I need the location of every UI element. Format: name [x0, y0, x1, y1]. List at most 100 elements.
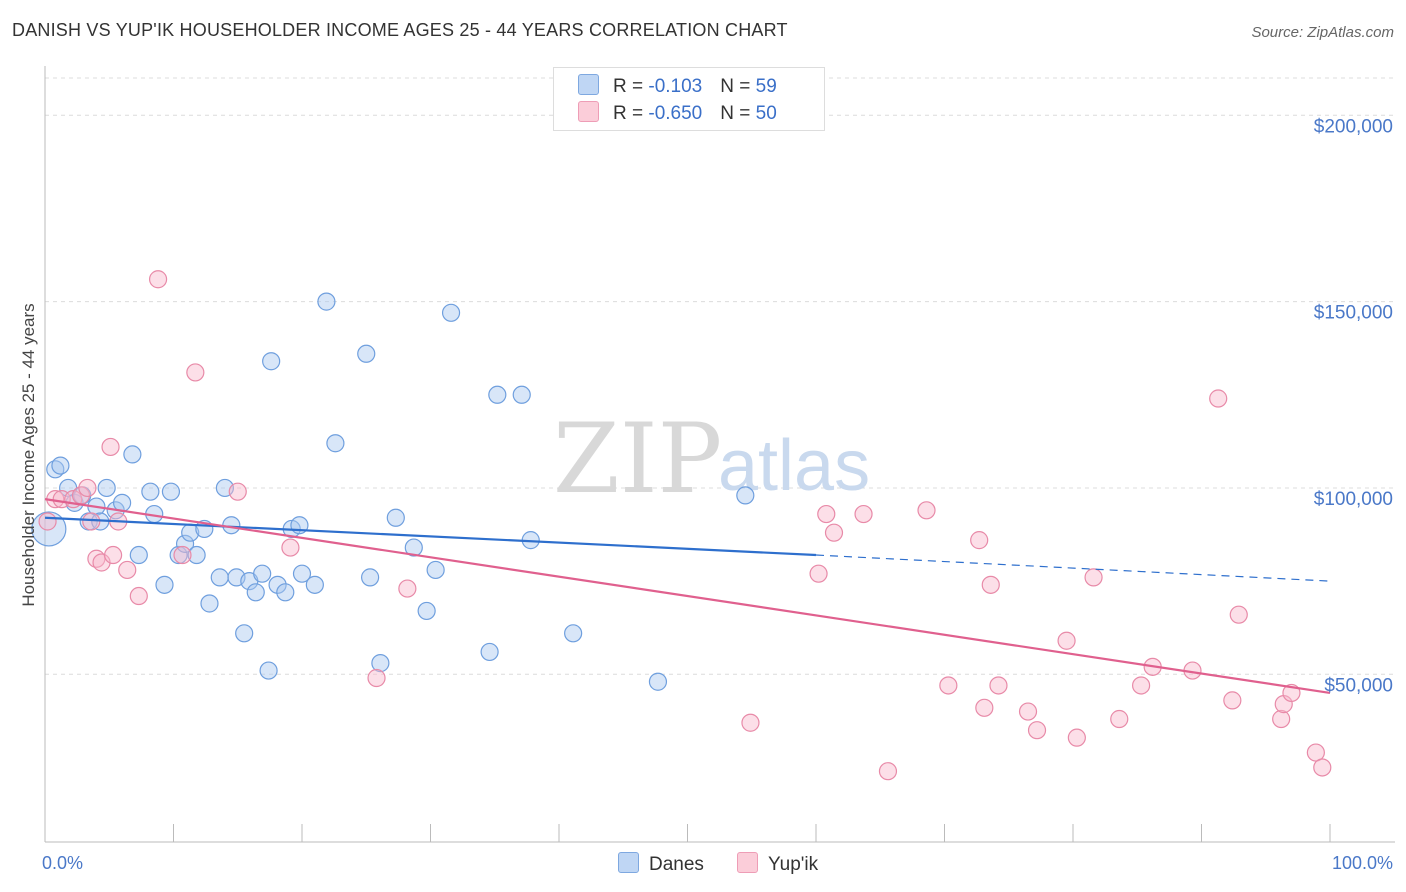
y-axis-title: Householder Income Ages 25 - 44 years [19, 303, 38, 606]
legend-swatch-yupik [578, 101, 599, 122]
data-point [104, 545, 123, 565]
data-point [361, 568, 380, 587]
data-point [426, 560, 445, 580]
data-point [129, 586, 148, 606]
axis-labels: $50,000 $100,000 $150,000 $200,000 0.0% 100.0… [19, 116, 1393, 873]
data-point [78, 478, 97, 498]
data-point [970, 531, 989, 550]
data-point [141, 482, 160, 501]
x-tick-label: 100.0% [1332, 853, 1393, 873]
x-tick-label: 0.0% [42, 853, 83, 873]
legend-r-value: -0.103 [648, 76, 703, 97]
data-point [31, 511, 67, 547]
data-point [148, 270, 168, 289]
data-point [1084, 568, 1103, 587]
legend-n-label: N = [720, 76, 756, 97]
legend-row-yupik: R = -0.650 N = 50 [578, 101, 777, 127]
watermark-atlas: atlas [718, 426, 870, 506]
trend-line [44, 516, 817, 557]
bottom-legend-yupik: Yup'ik [737, 852, 818, 876]
chart-title: DANISH VS YUP'IK HOUSEHOLDER INCOME AGES… [12, 20, 788, 40]
data-point [268, 575, 287, 594]
data-point [878, 762, 898, 781]
axes [44, 66, 1395, 843]
data-point [155, 575, 174, 594]
data-point [262, 352, 281, 371]
data-point [97, 478, 116, 498]
legend-n-value: 59 [755, 76, 777, 97]
data-point [809, 564, 828, 583]
data-point [488, 385, 507, 404]
data-point [200, 594, 219, 613]
data-point [741, 713, 760, 732]
data-point [82, 512, 101, 531]
data-point [276, 583, 295, 602]
data-point [1313, 758, 1332, 777]
data-point [246, 583, 265, 602]
data-point [981, 575, 1000, 594]
data-point [371, 654, 390, 673]
data-point [441, 303, 461, 322]
data-point [51, 456, 70, 475]
data-point [175, 534, 195, 553]
data-point [386, 508, 405, 527]
source-label: Source: ZipAtlas.com [1251, 24, 1394, 41]
data-point [1209, 389, 1228, 408]
data-point [169, 545, 188, 565]
data-point [404, 538, 423, 557]
trend-line [44, 498, 1331, 695]
data-point [736, 486, 755, 505]
trend-line-extension [815, 554, 1331, 582]
data-point [101, 437, 120, 457]
data-point [187, 545, 206, 565]
watermark-zip: ZIP [553, 403, 722, 515]
data-point [367, 668, 386, 688]
data-point [173, 545, 192, 565]
data-point [1018, 702, 1038, 721]
data-point [817, 504, 836, 524]
data-point [317, 292, 336, 311]
data-point [222, 516, 241, 535]
data-point [417, 601, 436, 621]
data-point [357, 344, 376, 363]
legend: R = -0.103 N = 59 R = -0.650 N = 50 [553, 67, 825, 131]
bottom-legend-swatch-yupik [737, 852, 758, 873]
data-point [1229, 605, 1248, 624]
data-point [1067, 728, 1086, 747]
data-point [854, 504, 873, 524]
data-point [292, 564, 312, 583]
legend-r-label: R = [613, 76, 649, 97]
data-point [1057, 631, 1076, 650]
data-point [38, 512, 57, 531]
data-point [1027, 721, 1047, 740]
bottom-legend-label: Yup'ik [768, 854, 819, 875]
data-point [259, 661, 278, 680]
data-point [480, 642, 499, 662]
legend-n-value: 50 [755, 103, 777, 124]
data-point [564, 624, 583, 643]
data-point [235, 624, 254, 643]
y-tick-label: $200,000 [1314, 116, 1393, 137]
data-point [824, 523, 844, 542]
data-point [648, 672, 668, 691]
data-point [1132, 676, 1151, 695]
data-point [281, 538, 300, 557]
y-tick-label: $150,000 [1314, 303, 1393, 324]
data-point [917, 501, 936, 520]
y-tick-label: $100,000 [1314, 489, 1393, 510]
data-point [253, 564, 272, 583]
data-point [210, 568, 229, 587]
data-point [939, 676, 958, 695]
legend-r-label: R = [613, 103, 649, 124]
data-point [186, 363, 205, 382]
data-point [228, 482, 247, 501]
data-point [1272, 709, 1291, 729]
data-point [161, 482, 181, 501]
data-point [118, 560, 137, 580]
legend-r-value: -0.650 [648, 103, 703, 124]
bottom-legend-label: Danes [649, 854, 704, 875]
data-point [398, 579, 417, 598]
bottom-legend-danes: Danes [618, 852, 704, 876]
data-point [326, 434, 345, 453]
